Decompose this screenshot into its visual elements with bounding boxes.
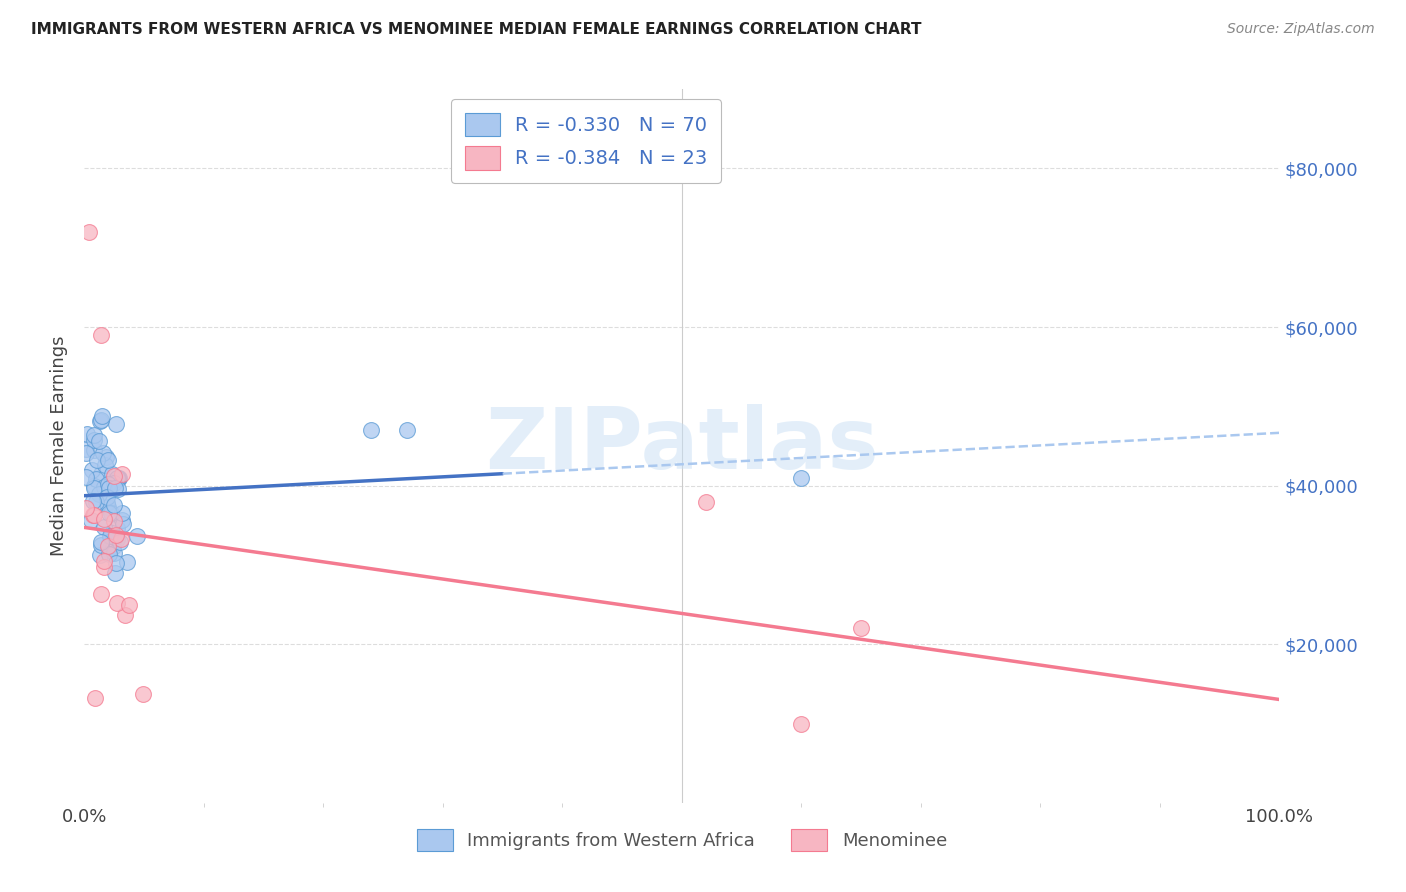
Point (76, 427, 98, 442)
Point (90, 467, 112, 481)
Point (77, 225, 100, 239)
Point (105, 471, 128, 485)
Point (83, 433, 105, 447)
Point (103, 546, 125, 560)
Point (100, 529, 122, 543)
Point (97, 540, 120, 554)
Point (90, 538, 112, 552)
Point (112, 516, 135, 531)
Point (125, 529, 148, 543)
Point (83, 481, 105, 495)
Y-axis label: Median Female Earnings: Median Female Earnings (49, 335, 67, 557)
Text: IMMIGRANTS FROM WESTERN AFRICA VS MENOMINEE MEDIAN FEMALE EARNINGS CORRELATION C: IMMIGRANTS FROM WESTERN AFRICA VS MENOMI… (31, 22, 921, 37)
Point (96, 496, 118, 510)
Point (98, 529, 121, 543)
Point (360, 423, 382, 437)
Point (111, 514, 134, 528)
Point (103, 468, 125, 483)
Point (104, 530, 127, 544)
Point (104, 417, 127, 432)
Point (110, 532, 132, 546)
Point (93, 559, 115, 574)
Point (94, 458, 117, 472)
Point (851, 621, 873, 635)
Point (83, 508, 105, 523)
Point (107, 472, 129, 486)
Point (108, 535, 131, 549)
Point (101, 467, 124, 482)
Point (790, 471, 813, 485)
Point (98, 506, 121, 520)
Point (132, 687, 155, 701)
Point (100, 506, 122, 520)
Point (103, 476, 125, 491)
Point (98, 547, 121, 561)
Point (105, 520, 128, 534)
Point (83, 428, 105, 442)
Point (117, 556, 139, 570)
Point (75, 442, 97, 456)
Point (94, 450, 117, 465)
Point (104, 566, 127, 581)
Point (111, 467, 134, 482)
Point (101, 540, 124, 554)
Point (93, 480, 115, 494)
Point (75, 469, 97, 483)
Point (396, 423, 419, 437)
Point (97, 452, 120, 467)
Point (93, 512, 115, 526)
Point (695, 494, 717, 508)
Point (75, 501, 97, 516)
Point (103, 514, 125, 528)
Point (98, 481, 121, 495)
Text: Source: ZipAtlas.com: Source: ZipAtlas.com (1227, 22, 1375, 37)
Point (104, 481, 127, 495)
Point (86, 452, 108, 467)
Point (84, 472, 107, 486)
Point (82, 493, 104, 508)
Point (93, 554, 115, 568)
Point (108, 471, 131, 485)
Point (98, 541, 121, 555)
Point (114, 608, 136, 623)
Point (91, 446, 114, 460)
Point (89, 548, 111, 562)
Point (90, 587, 112, 601)
Point (90, 535, 112, 549)
Point (107, 482, 129, 496)
Point (97, 500, 120, 514)
Point (86, 495, 108, 509)
Point (118, 598, 141, 612)
Point (105, 532, 128, 546)
Point (790, 716, 813, 731)
Point (83, 479, 105, 493)
Point (111, 506, 134, 520)
Point (75, 446, 97, 460)
Point (90, 409, 112, 423)
Point (89, 434, 111, 448)
Point (90, 412, 112, 426)
Point (84, 691, 107, 706)
Point (103, 498, 125, 512)
Point (96, 477, 118, 491)
Point (107, 471, 129, 485)
Point (105, 597, 128, 611)
Legend: Immigrants from Western Africa, Menominee: Immigrants from Western Africa, Menomine… (409, 822, 955, 858)
Text: ZIPatlas: ZIPatlas (485, 404, 879, 488)
Point (82, 508, 104, 522)
Point (87, 486, 110, 500)
Point (105, 556, 128, 570)
Point (80, 513, 103, 527)
Point (89, 414, 111, 428)
Point (82, 463, 104, 477)
Point (96, 491, 118, 505)
Point (90, 328, 112, 343)
Point (93, 519, 115, 533)
Point (101, 526, 124, 541)
Point (83, 443, 105, 458)
Point (104, 527, 127, 541)
